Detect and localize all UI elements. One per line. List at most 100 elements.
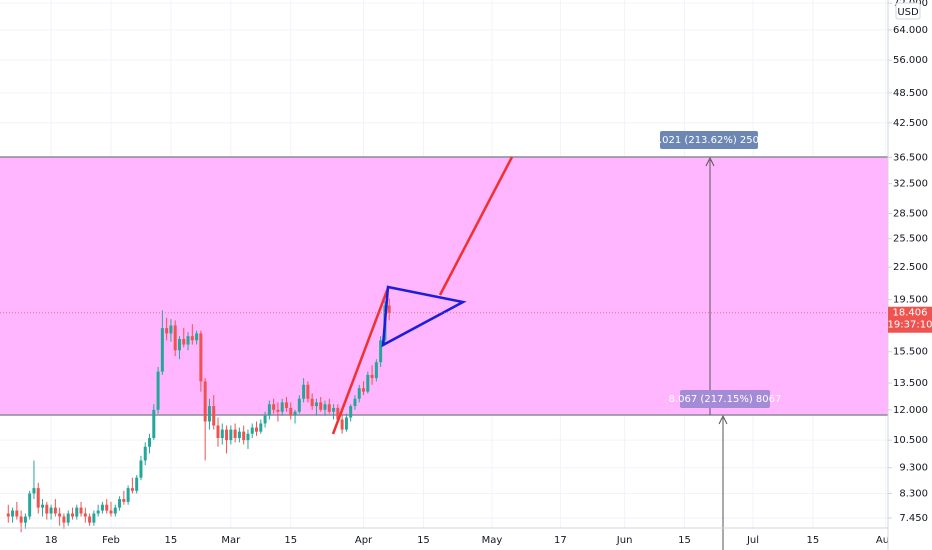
arrow-head: [718, 414, 728, 425]
x-tick-label: 15: [284, 535, 297, 546]
x-tick-label: Mar: [221, 535, 241, 546]
candle-body: [255, 427, 259, 432]
candle-body: [216, 425, 220, 438]
candle-body: [122, 499, 126, 502]
candle-body: [349, 406, 353, 418]
candle-body: [75, 507, 79, 517]
candle-body: [353, 398, 357, 407]
x-tick-label: May: [482, 535, 503, 546]
candle-body: [53, 507, 57, 514]
x-tick-label: 15: [678, 535, 691, 546]
candle-body: [88, 516, 92, 523]
y-tick-label: 42.500: [893, 118, 928, 129]
candle-body: [237, 431, 241, 438]
x-tick-label: Jul: [746, 535, 759, 546]
candle-body: [45, 504, 49, 514]
candle-body: [314, 402, 318, 407]
x-tick-label: Feb: [102, 535, 120, 546]
candle-body: [177, 338, 181, 351]
candle-body: [212, 406, 216, 426]
y-tick-label: 25.500: [893, 234, 928, 245]
candle-body: [148, 437, 152, 447]
candle-body: [165, 328, 169, 334]
candle-body: [6, 513, 10, 517]
candle-body: [100, 504, 104, 511]
candle-body: [195, 333, 199, 341]
candle-body: [267, 404, 271, 416]
currency-box[interactable]: [895, 2, 921, 20]
candle-body: [259, 423, 263, 432]
y-tick-label: 15.500: [893, 347, 928, 358]
candle-body: [220, 429, 224, 438]
measure-label: 8.067 (217.15%) 8067: [669, 394, 782, 405]
x-tick-label: Jun: [616, 535, 633, 546]
candle-body: [58, 513, 62, 517]
y-tick-label: 10.500: [893, 435, 928, 446]
candle-body: [263, 415, 267, 424]
candle-body: [126, 488, 130, 502]
candle-body: [250, 427, 254, 434]
candle-body: [225, 429, 229, 441]
candle-body: [319, 402, 323, 410]
x-tick-label: 17: [554, 535, 567, 546]
candle-body: [233, 429, 237, 438]
candle-body: [113, 507, 117, 514]
y-tick-label: 19.500: [893, 295, 928, 306]
candle-body: [152, 409, 156, 438]
measure-label-box: [660, 131, 758, 149]
y-tick-label: 13.500: [893, 378, 928, 389]
y-tick-label: 28.500: [893, 208, 928, 219]
countdown: 19:37:10: [888, 320, 932, 331]
candles: [6, 298, 391, 533]
y-tick-label: 32.500: [893, 179, 928, 190]
x-tick-label: 15: [165, 535, 178, 546]
candle-body: [344, 417, 348, 430]
measure-label-box: [680, 390, 770, 408]
candle-body: [36, 488, 40, 508]
candle-body: [366, 374, 370, 392]
candle-body: [83, 513, 87, 517]
x-tick-label: Apr: [355, 535, 373, 546]
candle-body: [28, 493, 32, 517]
candle-body: [323, 404, 327, 410]
candle-body: [387, 305, 391, 313]
y-tick-label: 12.000: [893, 405, 928, 416]
x-tick-label: 18: [45, 535, 58, 546]
candle-body: [284, 402, 288, 408]
y-tick-label: 36.500: [893, 152, 928, 163]
candle-body: [66, 513, 70, 523]
trend-line[interactable]: [438, 156, 514, 296]
triangle[interactable]: [381, 285, 467, 348]
candle-body: [280, 402, 284, 412]
candle-body: [62, 516, 66, 523]
candle-body: [11, 510, 15, 517]
candle-body: [130, 488, 134, 491]
candle-body: [70, 513, 74, 517]
candle-body: [272, 404, 276, 410]
candle-body: [139, 460, 143, 478]
y-tick-label: 64.000: [893, 25, 928, 36]
x-tick-label: Aug: [876, 535, 896, 546]
x-axis: 18 Feb 15 Mar 15 Apr 15 May 17 Jun 15 Jul 15 Aug: [45, 535, 896, 546]
candle-body: [160, 328, 164, 372]
candle-body: [357, 388, 361, 399]
candle-body: [336, 407, 340, 420]
candle-body: [310, 398, 314, 407]
measure-label: 25.021 (213.62%) 25021: [646, 135, 771, 146]
y-tick-label: 22.500: [893, 262, 928, 273]
last-price-label: 18.406: [893, 308, 928, 319]
candle-body: [173, 325, 177, 351]
candle-body: [379, 340, 383, 363]
candle-body: [105, 504, 109, 511]
candle-body: [374, 362, 378, 379]
candle-body: [32, 488, 36, 494]
candle-body: [242, 431, 246, 441]
candle-body: [302, 384, 306, 399]
x-tick-label: 15: [807, 535, 820, 546]
candle-body: [96, 510, 100, 514]
last-price-box: [888, 306, 932, 333]
candle-body: [109, 510, 113, 514]
candle-body: [190, 336, 194, 341]
candle-body: [289, 407, 293, 416]
candle-body: [370, 374, 374, 379]
